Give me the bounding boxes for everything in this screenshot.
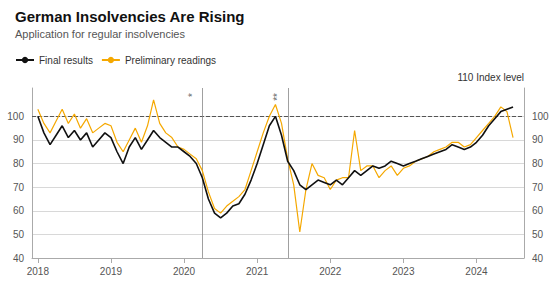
svg-text:2019: 2019 [100, 266, 123, 277]
svg-text:2018: 2018 [27, 266, 50, 277]
svg-text:2020: 2020 [173, 266, 196, 277]
svg-text:60: 60 [532, 205, 544, 216]
svg-text:40: 40 [13, 253, 25, 264]
svg-text:Preliminary readings: Preliminary readings [125, 55, 216, 66]
svg-text:40: 40 [532, 253, 544, 264]
svg-text:100: 100 [532, 111, 549, 122]
svg-text:**: ** [272, 93, 283, 101]
svg-text:90: 90 [532, 134, 544, 145]
svg-text:90: 90 [13, 134, 25, 145]
svg-text:60: 60 [13, 205, 25, 216]
svg-text:*: * [187, 93, 198, 97]
svg-text:50: 50 [532, 229, 544, 240]
svg-text:2021: 2021 [246, 266, 269, 277]
svg-text:German Insolvencies Are Rising: German Insolvencies Are Rising [15, 8, 245, 25]
svg-text:80: 80 [13, 158, 25, 169]
svg-text:80: 80 [532, 158, 544, 169]
svg-text:50: 50 [13, 229, 25, 240]
svg-text:2023: 2023 [392, 266, 415, 277]
svg-text:Application for regular insolv: Application for regular insolvencies [15, 28, 185, 40]
svg-text:2024: 2024 [465, 266, 488, 277]
svg-text:100: 100 [7, 111, 24, 122]
svg-text:Final results: Final results [39, 55, 93, 66]
svg-text:110 Index level: 110 Index level [457, 72, 524, 83]
svg-text:70: 70 [13, 182, 25, 193]
svg-text:70: 70 [532, 182, 544, 193]
svg-text:2022: 2022 [319, 266, 342, 277]
